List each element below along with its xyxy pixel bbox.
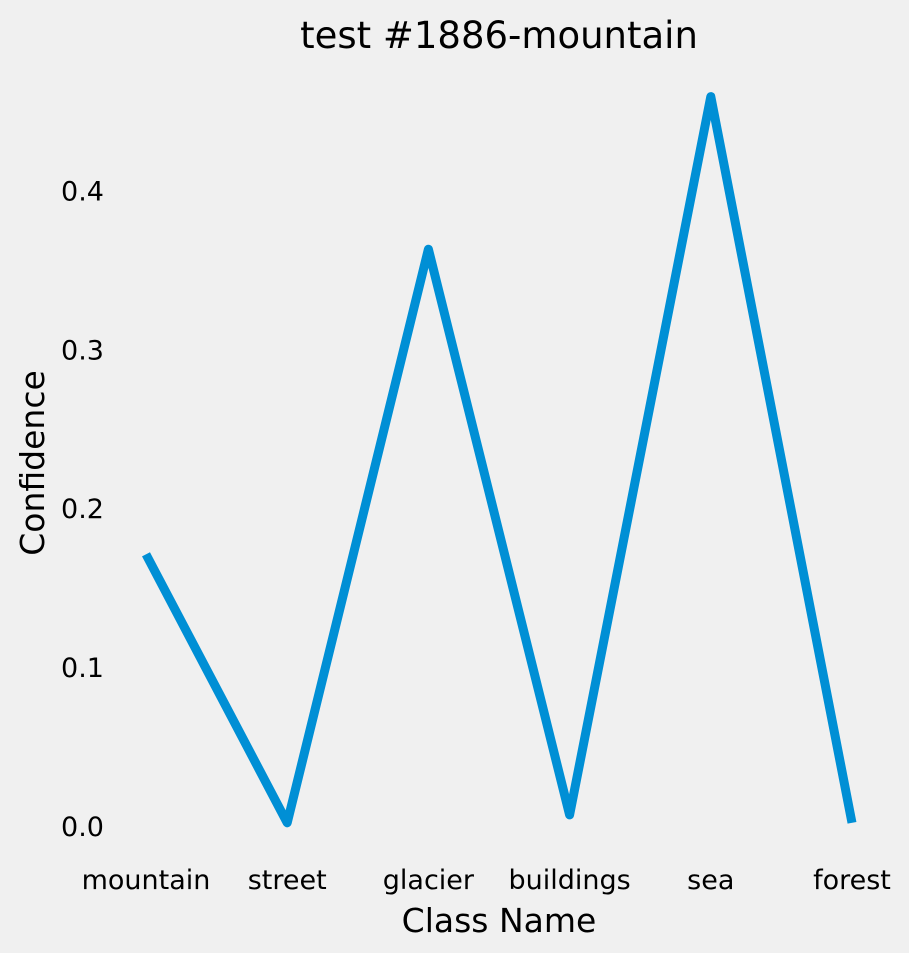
x-tick-label: buildings — [508, 865, 630, 896]
y-axis-ticks: 0.0 0.1 0.2 0.3 0.4 — [61, 176, 104, 843]
y-tick-label: 0.1 — [61, 653, 104, 684]
x-tick-label: mountain — [82, 865, 211, 896]
y-tick-label: 0.0 — [61, 812, 104, 843]
x-tick-label: street — [248, 865, 327, 896]
y-axis-label: Confidence — [13, 370, 52, 556]
x-tick-label: forest — [813, 865, 891, 896]
y-tick-label: 0.2 — [61, 494, 104, 525]
y-tick-label: 0.3 — [61, 335, 104, 366]
chart-title: test #1886-mountain — [300, 14, 698, 57]
series-line — [142, 92, 857, 828]
x-axis-ticks: mountain street glacier buildings sea forest — [82, 865, 891, 896]
x-tick-label: glacier — [383, 865, 475, 896]
x-tick-label: sea — [687, 865, 734, 896]
y-tick-label: 0.4 — [61, 176, 104, 207]
x-axis-label: Class Name — [402, 901, 597, 940]
series-layer — [142, 92, 857, 828]
